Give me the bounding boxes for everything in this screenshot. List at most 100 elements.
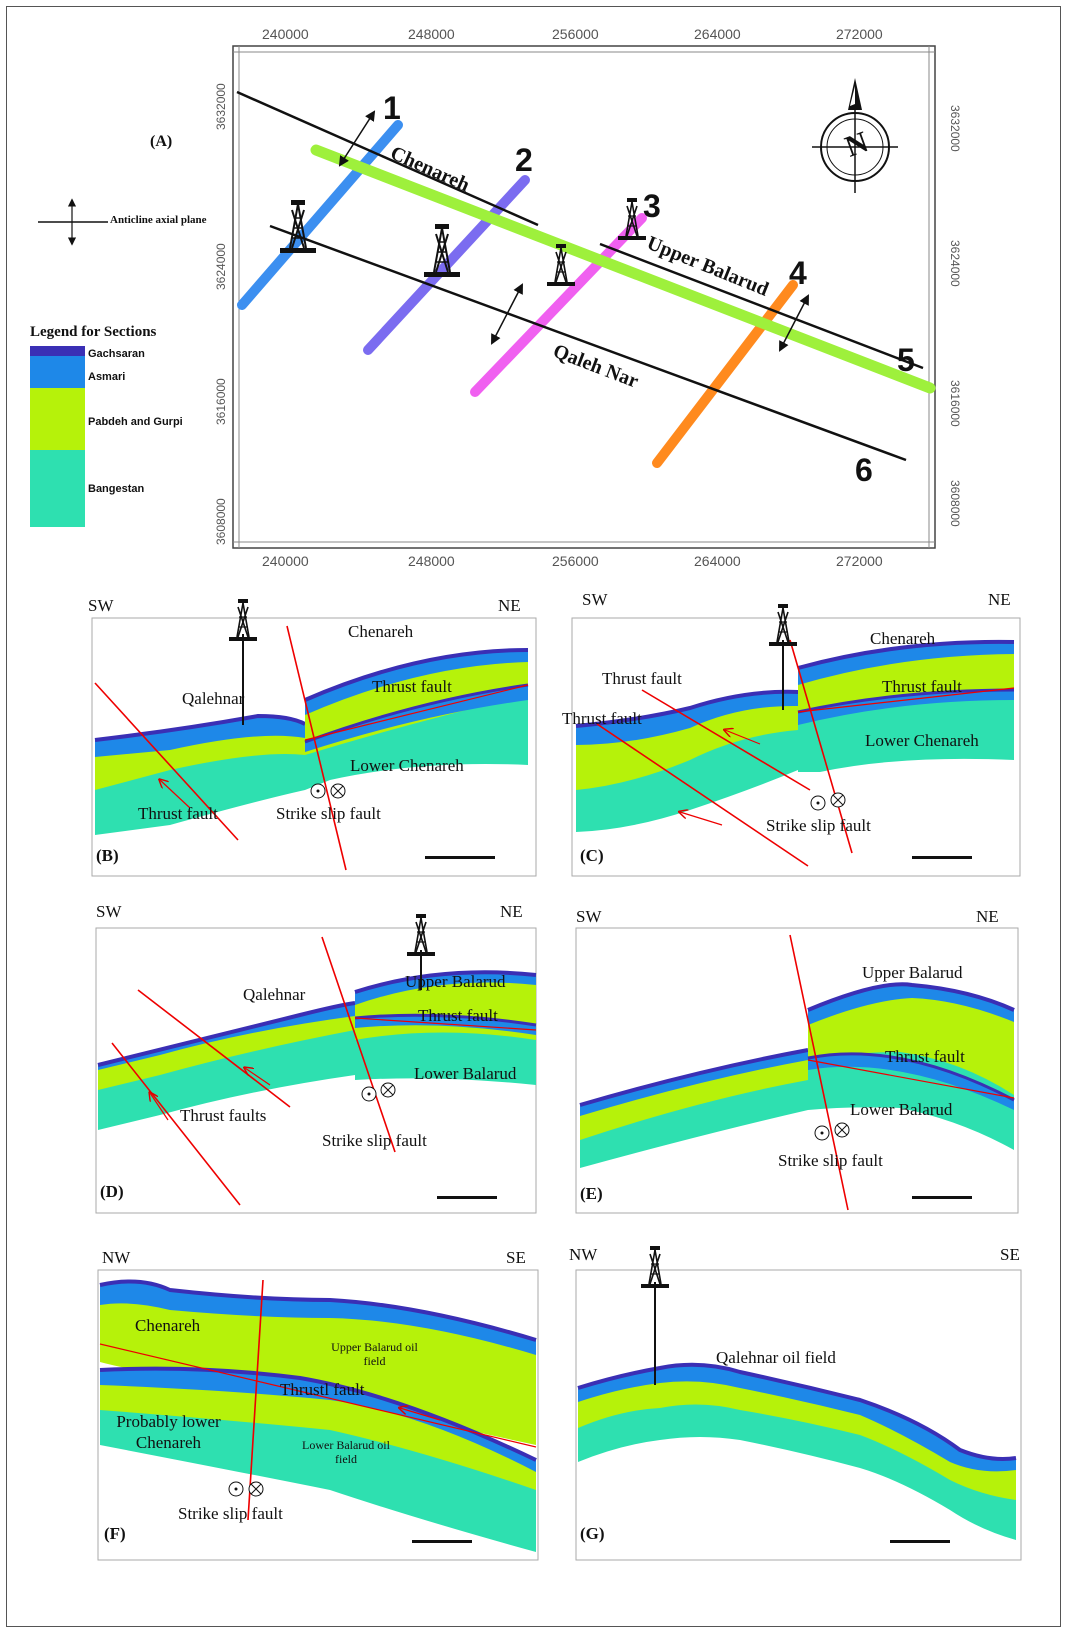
orientation-right: SE [506,1248,526,1267]
x-tick-bottom: 264000 [694,553,741,569]
section-text: Strike slip fault [178,1504,283,1523]
section-text: Chenareh [348,622,414,641]
y-tick-right: 3608000 [948,480,962,527]
section-text: Qalehnar oil field [716,1348,836,1367]
section-text: Qalehnar [243,985,306,1004]
section-number: 6 [855,452,873,488]
section-number: 1 [383,90,401,126]
section-text: Upper Balarud [862,963,963,982]
section-text: Thrust fault [602,669,682,688]
section-text: Thrust fault [372,677,452,696]
orientation-right: NE [988,590,1011,609]
orientation-left: NW [102,1248,131,1267]
x-tick-bottom: 272000 [836,553,883,569]
section-e-graphic [575,927,1019,1214]
x-tick-top: 272000 [836,26,883,42]
section-text: Thrust fault [882,677,962,696]
section-text: Thrust fault [138,804,218,823]
section-text: Strike slip fault [778,1151,883,1170]
section-text: Upper Balarud oil field [331,1340,418,1368]
x-tick-top: 240000 [262,26,309,42]
legend-label: Pabdeh and Gurpi [88,416,183,428]
section-text: Probably lower Chenareh [116,1412,221,1452]
section-number: 2 [515,142,533,178]
y-tick-right: 3632000 [948,105,962,152]
panel-label-e: (E) [580,1184,603,1203]
section-text: Thrustl fault [280,1380,365,1399]
scale-bars [412,856,972,1543]
section-text: Lower Chenareh [865,731,979,750]
panel-label-b: (B) [96,846,119,865]
section-text: Lower Chenareh [350,756,464,775]
x-tick-top: 256000 [552,26,599,42]
axis-upper-balarud [599,242,924,370]
section-text: Lower Balarud oil field [302,1438,390,1466]
section-line-5 [310,144,936,394]
section-c-graphic [571,603,1021,877]
x-tick-top: 248000 [408,26,455,42]
section-text: Strike slip fault [766,816,871,835]
legend-label: Bangestan [88,483,145,495]
orientation-left: SW [96,902,122,921]
x-tick-top: 264000 [694,26,741,42]
section-text: Lower Balarud [414,1064,517,1083]
section-text: Thrust faults [180,1106,267,1125]
orientation-right: NE [498,596,521,615]
fold-arrow [338,110,376,167]
orientation-right: NE [500,902,523,921]
panel-label-f: (F) [104,1524,126,1543]
orientation-left: SW [88,596,114,615]
y-tick-left: 3624000 [214,243,228,290]
legend-label: Gachsaran [88,348,145,360]
section-text: Thrust fault [418,1006,498,1025]
section-text: Upper Balarud [405,972,506,991]
y-tick-left: 3616000 [214,378,228,425]
section-text: Strike slip fault [322,1131,427,1150]
section-text: Chenareh [870,629,936,648]
orientation-left: SW [576,907,602,926]
section-text: Thrust fault [885,1047,965,1066]
section-text: Qalehnar [182,689,245,708]
legend-label: Asmari [88,371,126,383]
legend-swatch-asmari [30,356,85,390]
legend-title: Legend for Sections [30,324,157,340]
map-ticks [233,46,935,548]
section-text: Lower Balarud [850,1100,953,1119]
section-text: Strike slip fault [276,804,381,823]
map-box [232,45,936,549]
section-line-3 [470,213,647,397]
axis-chenareh [236,90,539,227]
orientation-right: NE [976,907,999,926]
orientation-right: SE [1000,1245,1020,1264]
orientation-left: SW [582,590,608,609]
fold-arrow [491,283,523,345]
panel-label-d: (D) [100,1182,124,1201]
axis-qaleh-nar [269,224,907,462]
legend-swatch-bangestan [30,450,85,527]
section-text: Thrust fault [562,709,642,728]
x-tick-bottom: 248000 [408,553,455,569]
section-f-graphic [97,1269,539,1561]
section-d-graphic [95,913,537,1214]
y-tick-left: 3608000 [214,498,228,545]
section-number: 5 [897,342,915,378]
y-tick-right: 3616000 [948,380,962,427]
section-b-graphic [91,598,537,877]
panel-label-g: (G) [580,1524,605,1543]
section-g-graphic [575,1245,1022,1561]
panel-label-a: (A) [150,133,173,150]
legend-swatch-pabdeh [30,388,85,452]
north-arrow-icon [812,78,898,193]
section-number: 4 [789,255,807,291]
x-tick-bottom: 256000 [552,553,599,569]
panel-label-c: (C) [580,846,604,865]
x-tick-bottom: 240000 [262,553,309,569]
fold-arrow [779,294,809,352]
orientation-left: NW [569,1245,598,1264]
y-tick-left: 3632000 [214,83,228,130]
anticline-legend-label: Anticline axial plane [110,214,207,226]
figure-frame [6,6,1061,1627]
section-number: 3 [643,188,661,224]
y-tick-right: 3624000 [948,240,962,287]
